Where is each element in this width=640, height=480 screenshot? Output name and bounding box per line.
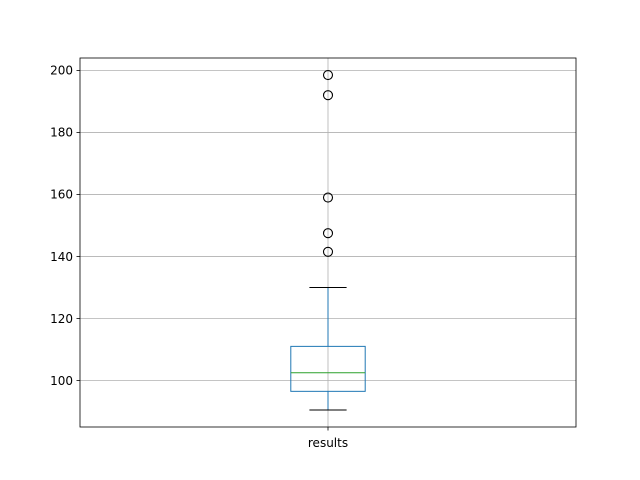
outlier-point	[322, 70, 334, 81]
y-tick-label: 140	[50, 250, 73, 264]
y-tick-label: 180	[50, 126, 73, 140]
y-axis: 100 120 140 160 180 200	[50, 64, 80, 388]
x-axis: results	[308, 427, 348, 450]
y-tick-label: 160	[50, 188, 73, 202]
y-tick-label: 100	[50, 374, 73, 388]
iqr-box	[290, 345, 366, 392]
y-tick-label: 200	[50, 64, 73, 78]
outlier-point	[322, 246, 334, 257]
outlier-point	[322, 90, 334, 101]
plot-area	[290, 70, 366, 411]
outlier-point	[322, 228, 334, 239]
y-tick-label: 120	[50, 312, 73, 326]
outlier-point	[322, 192, 334, 203]
x-tick-label: results	[308, 436, 348, 450]
